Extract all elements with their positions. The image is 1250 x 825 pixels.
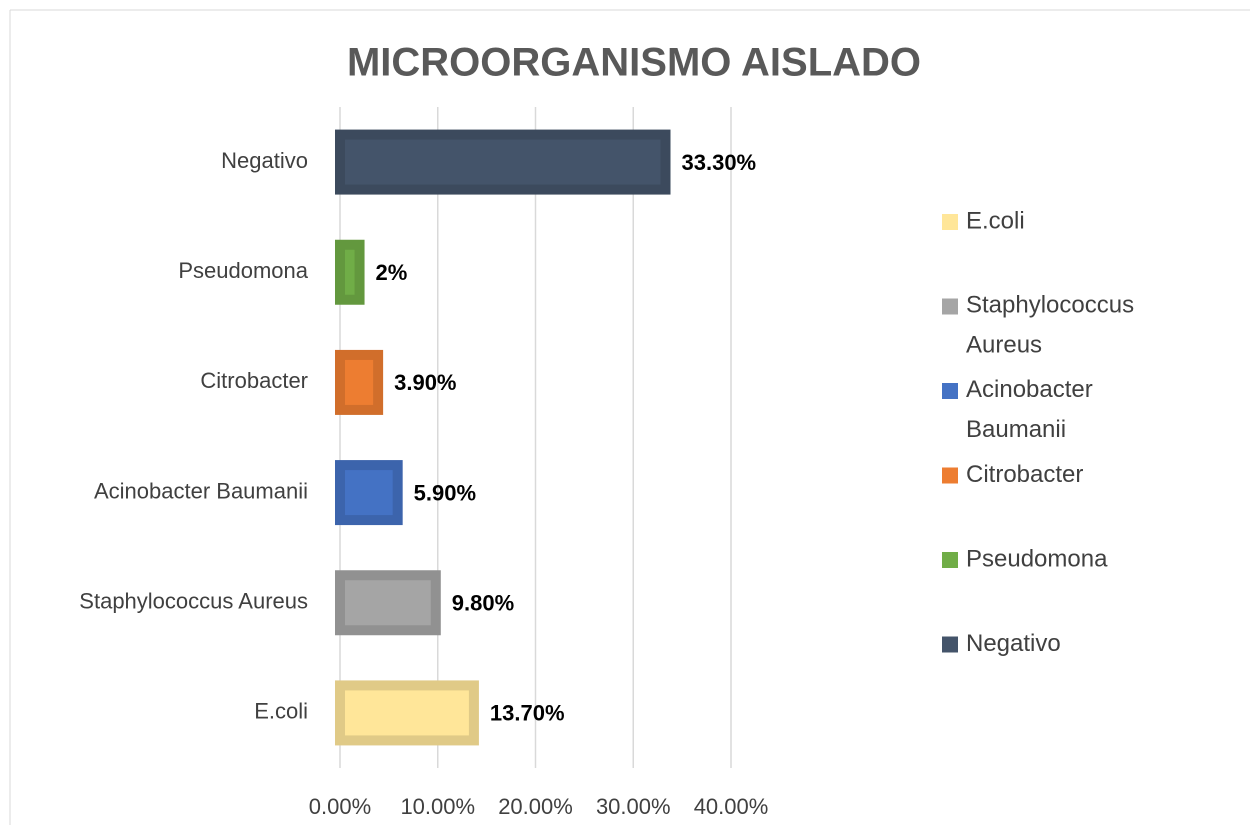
x-tick-label: 30.00%: [596, 794, 671, 819]
legend-label: Pseudomona: [966, 545, 1108, 572]
x-tick-label: 10.00%: [400, 794, 475, 819]
bar: [335, 129, 671, 195]
bar: [335, 570, 441, 636]
x-tick-label: 40.00%: [694, 794, 769, 819]
legend-swatch: [942, 552, 958, 568]
legend-swatch: [942, 636, 958, 653]
legend-swatch: [942, 298, 958, 315]
legend-label: Negativo: [966, 630, 1061, 657]
legend-label: Acinobacter Baumanii: [966, 376, 1099, 443]
bar: [335, 239, 365, 305]
y-tick-label: Citrobacter: [200, 368, 308, 393]
y-tick-label: Acinobacter Baumanii: [94, 478, 308, 503]
chart-title: MICROORGANISMO AISLADO: [347, 41, 921, 85]
bar: [335, 460, 403, 526]
y-tick-label: Pseudomona: [178, 258, 308, 283]
legend-swatch: [942, 383, 958, 399]
data-label: 13.70%: [490, 701, 565, 726]
legend-label: Citrobacter: [966, 461, 1083, 488]
y-tick-label: Staphylococcus Aureus: [79, 589, 308, 614]
data-label: 3.90%: [394, 370, 456, 395]
data-label: 5.90%: [414, 480, 476, 505]
bar: [335, 349, 384, 415]
bar: [335, 680, 479, 746]
data-label: 9.80%: [452, 591, 514, 616]
y-tick-label: Negativo: [221, 148, 308, 173]
legend-label: Staphylococcus Aureus: [966, 292, 1141, 359]
legend-label: E.coli: [966, 207, 1025, 234]
x-tick-label: 20.00%: [498, 794, 573, 819]
data-label: 33.30%: [682, 150, 757, 175]
x-tick-label: 0.00%: [309, 794, 371, 819]
y-tick-label: E.coli: [254, 699, 308, 724]
legend-swatch: [942, 467, 958, 484]
data-label: 2%: [376, 260, 408, 285]
legend-swatch: [942, 214, 958, 230]
